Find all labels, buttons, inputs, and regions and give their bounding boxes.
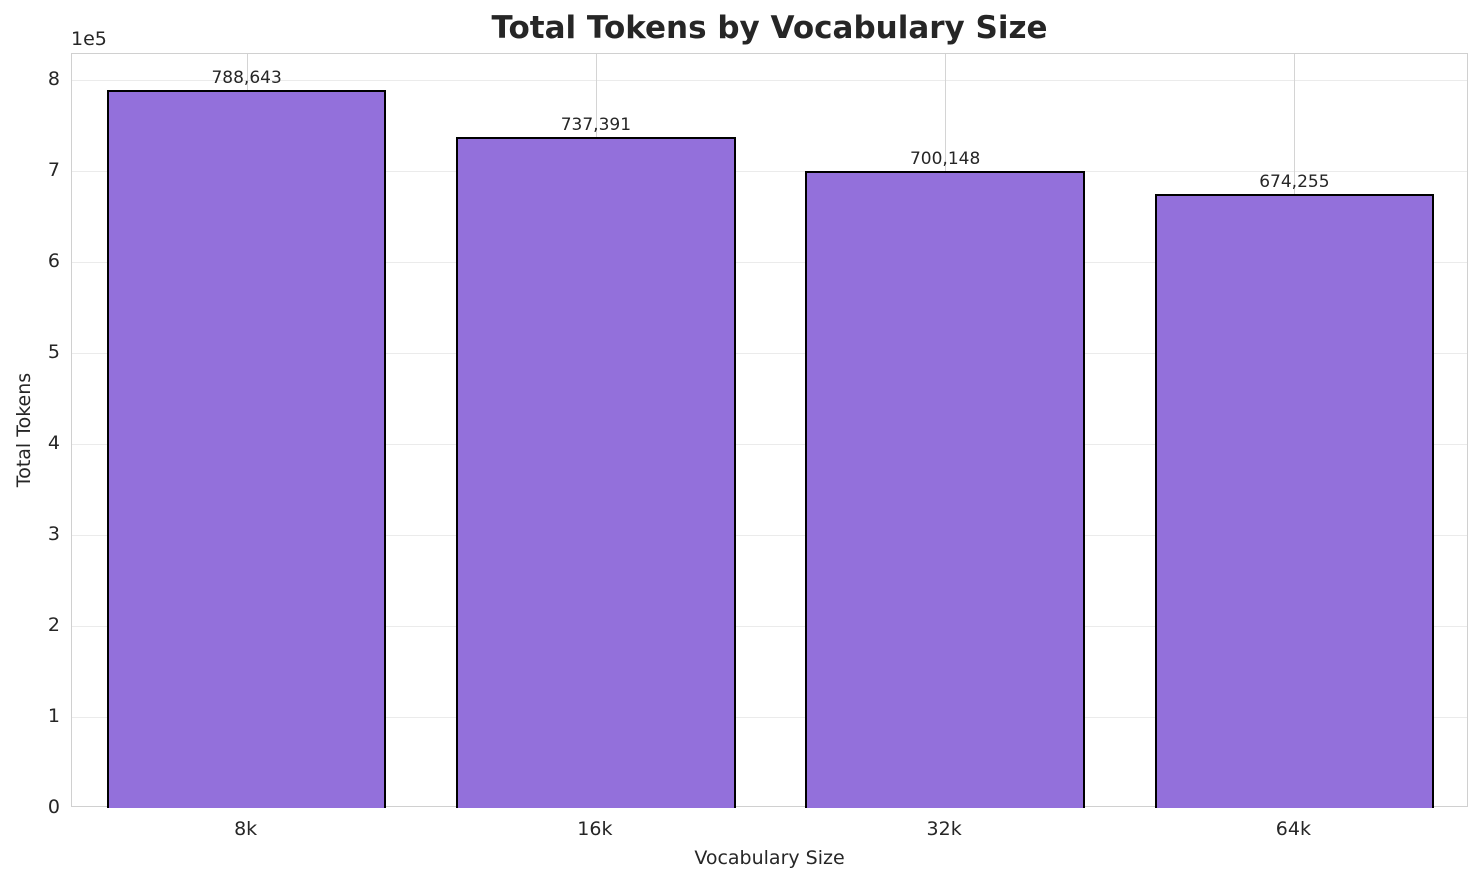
- plot-area: 788,643 737,391 700,148 674,255: [71, 53, 1468, 808]
- y-tick-label: 0: [47, 796, 60, 818]
- horizontal-gridline: [72, 535, 1467, 536]
- horizontal-gridline: [72, 717, 1467, 718]
- x-tick-label: 32k: [926, 818, 962, 840]
- bar-value-label: 737,391: [560, 114, 632, 135]
- bar-64k: [1154, 194, 1435, 808]
- y-tick-label: 3: [47, 523, 60, 545]
- bar-value-label: 674,255: [1259, 172, 1330, 193]
- bar-16k: [456, 136, 736, 808]
- y-tick-label: 8: [47, 68, 60, 90]
- horizontal-gridline: [72, 80, 1467, 81]
- x-tick-label: 16k: [577, 818, 613, 840]
- y-tick-label: 5: [47, 341, 60, 363]
- chart-title: Total Tokens by Vocabulary Size: [491, 10, 1048, 46]
- horizontal-gridline: [72, 262, 1467, 263]
- y-tick-label: 4: [47, 432, 60, 454]
- horizontal-gridline: [72, 626, 1467, 627]
- bar-value-label: 788,643: [211, 68, 282, 89]
- y-tick-label: 1: [47, 705, 60, 727]
- y-axis-label: Total Tokens: [13, 372, 35, 488]
- y-tick-label: 7: [47, 159, 60, 181]
- y-tick-label: 2: [47, 614, 60, 636]
- horizontal-gridline: [72, 171, 1467, 172]
- x-tick-label: 8k: [234, 818, 258, 840]
- bar-8k: [106, 90, 387, 808]
- horizontal-gridline: [72, 444, 1467, 445]
- x-tick-label: 64k: [1275, 818, 1311, 840]
- y-axis-offset-label: 1e5: [71, 28, 107, 50]
- horizontal-gridline: [72, 353, 1467, 354]
- bar-32k: [805, 170, 1085, 808]
- x-axis-label: Vocabulary Size: [694, 847, 845, 869]
- bar-value-label: 700,148: [909, 148, 981, 169]
- y-tick-label: 6: [47, 250, 60, 272]
